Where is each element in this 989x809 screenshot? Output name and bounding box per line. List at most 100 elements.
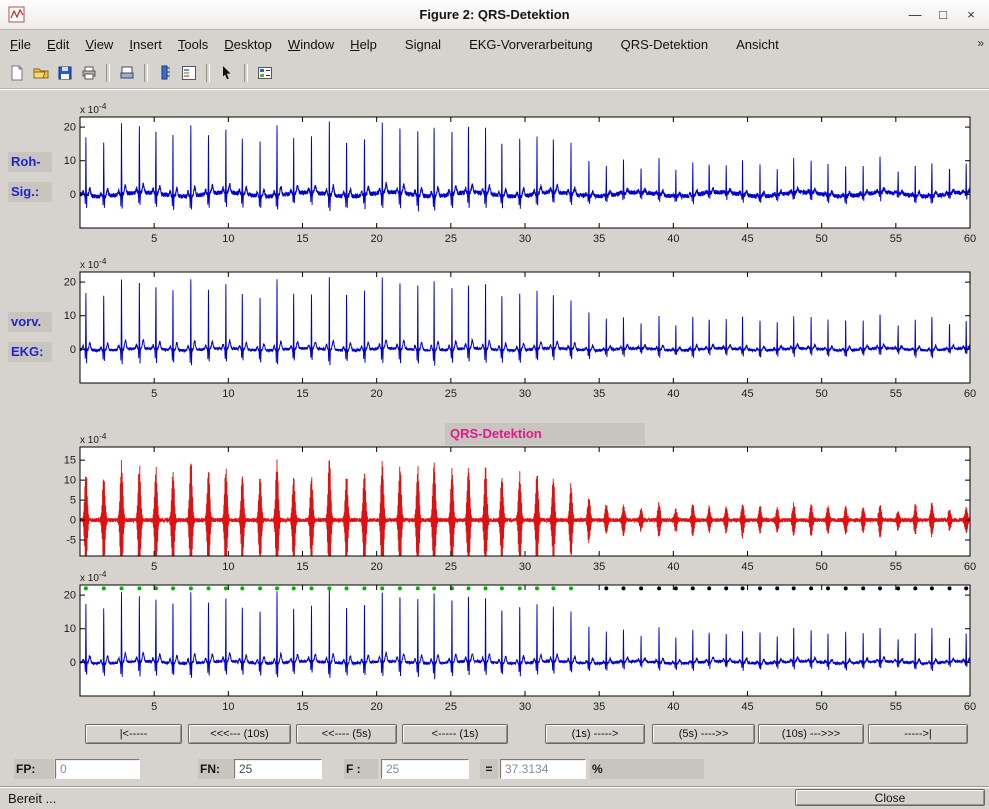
plot-browser-icon[interactable] <box>253 62 276 85</box>
svg-text:15: 15 <box>64 455 76 467</box>
svg-text:55: 55 <box>890 701 902 713</box>
menubar: FileEditViewInsertToolsDesktopWindowHelp… <box>0 30 989 58</box>
menu-signal[interactable]: Signal <box>397 33 449 56</box>
maximize-button[interactable]: □ <box>929 4 957 26</box>
svg-text:0: 0 <box>70 515 76 527</box>
svg-text:35: 35 <box>593 233 605 245</box>
menu-file[interactable]: File <box>2 33 39 56</box>
svg-text:15: 15 <box>296 701 308 713</box>
svg-text:45: 45 <box>741 388 753 400</box>
fn-label: FN: <box>198 759 234 779</box>
nav-button-6[interactable]: (5s) ---->> <box>652 724 755 744</box>
svg-text:15: 15 <box>296 388 308 400</box>
svg-text:10: 10 <box>64 475 76 487</box>
plot-qrs-detektion: 51015202530354045505560-5051015x 10-4 <box>46 433 976 575</box>
plot-roh-signal: 5101520253035404550556001020x 10-4 <box>46 103 976 247</box>
nav-button-3[interactable]: <<---- (5s) <box>296 724 397 744</box>
nav-button-1[interactable]: |<----- <box>85 724 182 744</box>
f-field[interactable] <box>381 759 469 779</box>
svg-text:5: 5 <box>70 495 76 507</box>
percent-label: % <box>590 759 704 779</box>
nav-button-7[interactable]: (10s) --->>> <box>758 724 864 744</box>
figure-icon <box>8 6 26 24</box>
menu-view[interactable]: View <box>77 33 121 56</box>
svg-text:15: 15 <box>296 233 308 245</box>
figure-window: { "window": { "title": "Figure 2: QRS-De… <box>0 0 989 809</box>
plot-vorv-ekg: 5101520253035404550556001020x 10-4 <box>46 258 976 402</box>
svg-text:5: 5 <box>151 701 157 713</box>
svg-text:10: 10 <box>64 623 76 635</box>
menu-ansicht[interactable]: Ansicht <box>728 33 787 56</box>
menu-help[interactable]: Help <box>342 33 385 56</box>
equals-label: = <box>480 759 498 779</box>
y-axis-exponent-label: x 10-4 <box>80 103 107 116</box>
svg-text:10: 10 <box>64 310 76 322</box>
svg-text:60: 60 <box>964 701 976 713</box>
new-figure-icon[interactable] <box>5 62 28 85</box>
save-figure-icon[interactable] <box>53 62 76 85</box>
svg-text:0: 0 <box>70 189 76 201</box>
svg-text:5: 5 <box>151 388 157 400</box>
svg-text:55: 55 <box>890 233 902 245</box>
pointer-icon[interactable] <box>215 62 238 85</box>
legend-icon[interactable] <box>177 62 200 85</box>
nav-button-4[interactable]: <----- (1s) <box>402 724 508 744</box>
minimize-button[interactable]: — <box>901 4 929 26</box>
f-measure-field[interactable] <box>500 759 586 779</box>
titlebar: Figure 2: QRS-Detektion — □ × <box>0 0 989 30</box>
f-label: F : <box>344 759 378 779</box>
svg-text:60: 60 <box>964 388 976 400</box>
svg-text:20: 20 <box>64 590 76 602</box>
svg-text:10: 10 <box>222 388 234 400</box>
svg-text:45: 45 <box>741 701 753 713</box>
menu-qrs-detektion[interactable]: QRS-Detektion <box>613 33 716 56</box>
svg-text:55: 55 <box>890 388 902 400</box>
svg-text:50: 50 <box>816 701 828 713</box>
nav-button-8[interactable]: ----->| <box>868 724 968 744</box>
menu-insert[interactable]: Insert <box>121 33 170 56</box>
svg-text:50: 50 <box>816 388 828 400</box>
window-title: Figure 2: QRS-Detektion <box>0 7 989 22</box>
svg-text:10: 10 <box>222 701 234 713</box>
status-text: Bereit ... <box>8 791 56 806</box>
svg-text:40: 40 <box>667 388 679 400</box>
nav-button-2[interactable]: <<<--- (10s) <box>188 724 291 744</box>
menu-overflow-icon[interactable]: » <box>977 36 984 50</box>
open-file-icon[interactable] <box>29 62 52 85</box>
menu-ekg-vorverarbeitung[interactable]: EKG-Vorverarbeitung <box>461 33 601 56</box>
svg-text:25: 25 <box>445 701 457 713</box>
plot-detektion-marker: 5101520253035404550556001020x 10-4 <box>46 571 976 715</box>
close-button[interactable]: Close <box>795 789 985 806</box>
fp-label: FP: <box>14 759 54 779</box>
fp-field[interactable] <box>55 759 140 779</box>
print-figure-icon[interactable] <box>77 62 100 85</box>
svg-text:30: 30 <box>519 233 531 245</box>
toolbar <box>0 58 989 89</box>
svg-text:10: 10 <box>222 233 234 245</box>
menu-tools[interactable]: Tools <box>170 33 216 56</box>
menu-desktop[interactable]: Desktop <box>216 33 280 56</box>
toolbar-separator <box>106 64 110 82</box>
menu-items: FileEditViewInsertToolsDesktopWindowHelp… <box>2 33 787 56</box>
toolbar-separator <box>144 64 148 82</box>
nav-button-5[interactable]: (1s) -----> <box>545 724 645 744</box>
colorbar-icon[interactable] <box>153 62 176 85</box>
svg-text:35: 35 <box>593 701 605 713</box>
svg-text:40: 40 <box>667 701 679 713</box>
svg-text:40: 40 <box>667 233 679 245</box>
print-preview-icon[interactable] <box>115 62 138 85</box>
svg-text:0: 0 <box>70 657 76 669</box>
fn-field[interactable] <box>234 759 322 779</box>
toolbar-separator <box>206 64 210 82</box>
y-axis-exponent-label: x 10-4 <box>80 433 107 446</box>
svg-text:30: 30 <box>519 388 531 400</box>
close-window-button[interactable]: × <box>957 4 985 26</box>
svg-text:10: 10 <box>64 155 76 167</box>
svg-text:30: 30 <box>519 701 531 713</box>
svg-text:0: 0 <box>70 344 76 356</box>
svg-text:20: 20 <box>371 233 383 245</box>
menu-window[interactable]: Window <box>280 33 342 56</box>
svg-text:25: 25 <box>445 233 457 245</box>
svg-text:50: 50 <box>816 233 828 245</box>
menu-edit[interactable]: Edit <box>39 33 77 56</box>
